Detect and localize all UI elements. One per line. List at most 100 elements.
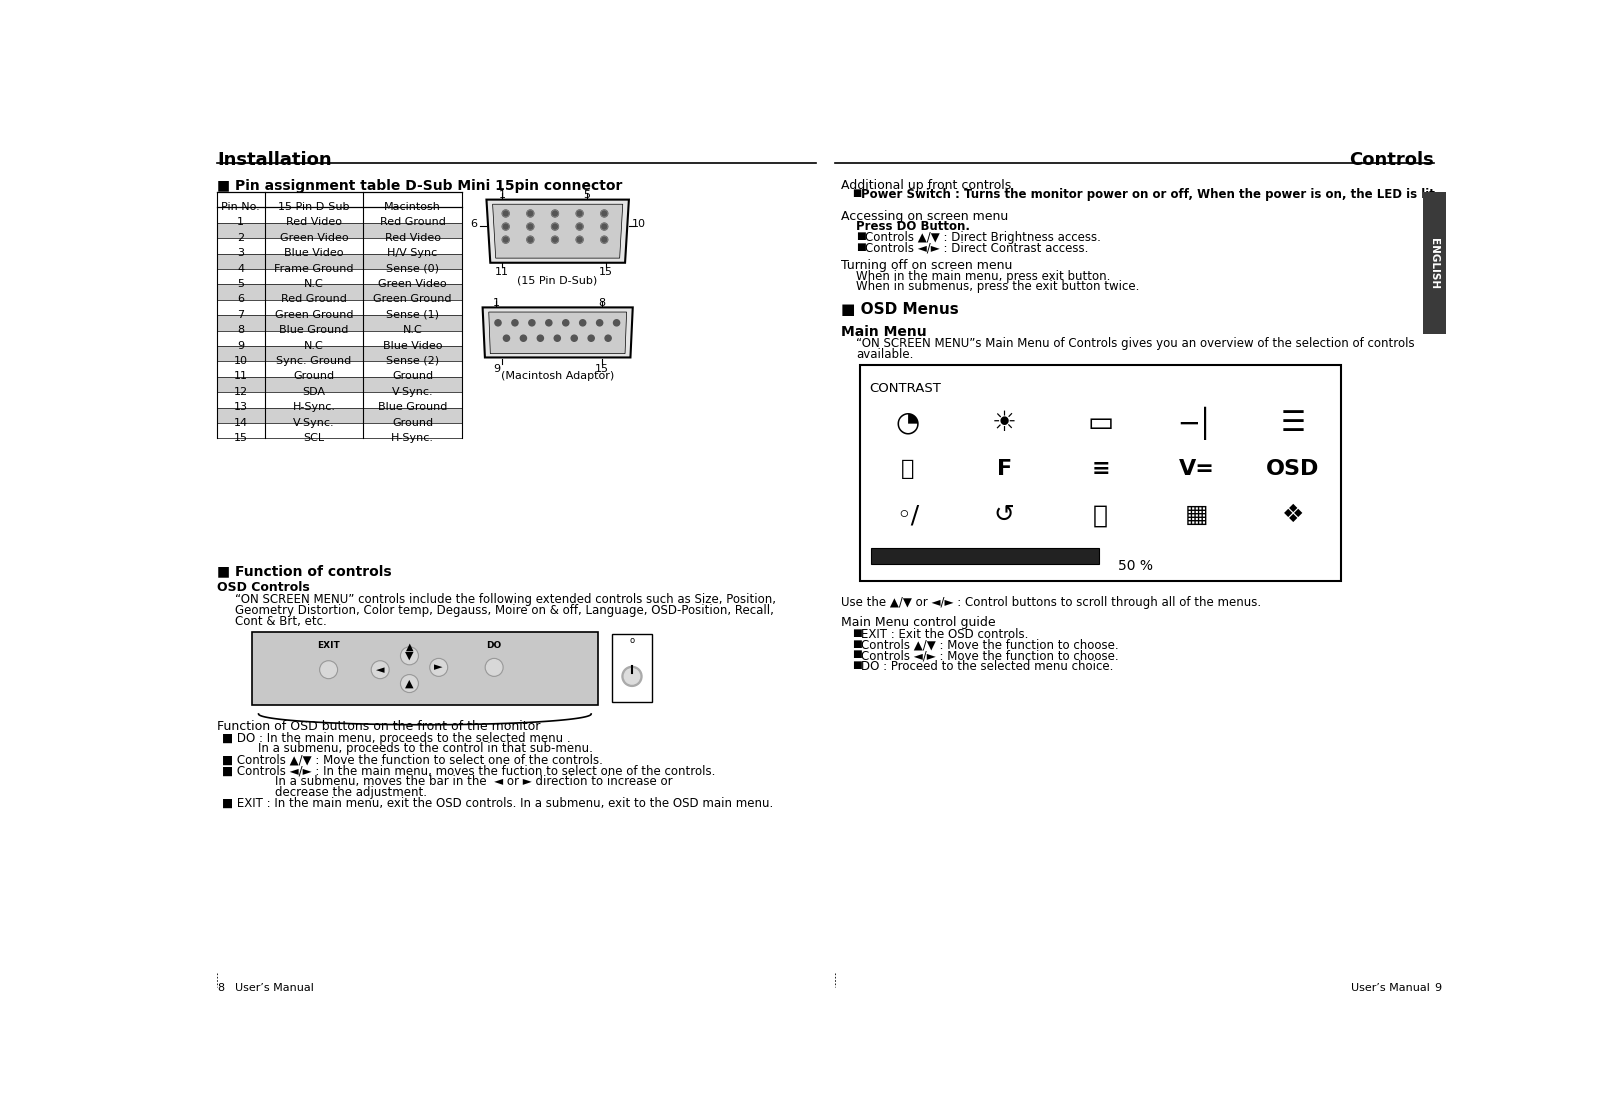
Text: decrease the adjustment.: decrease the adjustment. bbox=[275, 786, 427, 798]
Text: Function of OSD buttons on the front of the monitor: Function of OSD buttons on the front of … bbox=[217, 720, 540, 733]
Circle shape bbox=[401, 674, 419, 692]
Text: (15 Pin D-Sub): (15 Pin D-Sub) bbox=[517, 275, 598, 285]
Text: 1: 1 bbox=[237, 217, 245, 227]
Bar bbox=[1423, 192, 1447, 334]
Circle shape bbox=[321, 662, 337, 678]
Bar bbox=[217, 284, 462, 300]
Text: 9: 9 bbox=[237, 341, 245, 351]
Text: ⓘ: ⓘ bbox=[901, 459, 915, 480]
Text: Blue Ground: Blue Ground bbox=[279, 325, 348, 335]
Text: Green Video: Green Video bbox=[379, 278, 446, 288]
Bar bbox=[217, 345, 462, 361]
Text: 8: 8 bbox=[598, 299, 606, 309]
Text: Installation: Installation bbox=[217, 151, 332, 169]
Circle shape bbox=[577, 224, 583, 230]
Text: Green Video: Green Video bbox=[280, 233, 348, 243]
Text: Ground: Ground bbox=[293, 371, 335, 381]
Polygon shape bbox=[493, 205, 623, 258]
Text: ❖: ❖ bbox=[1282, 503, 1305, 528]
Circle shape bbox=[588, 335, 594, 341]
Text: 9: 9 bbox=[1434, 984, 1442, 994]
Polygon shape bbox=[483, 307, 633, 358]
Text: 13: 13 bbox=[234, 402, 248, 413]
Circle shape bbox=[614, 320, 620, 325]
Text: ►: ► bbox=[435, 662, 443, 672]
Text: V-Sync.: V-Sync. bbox=[293, 417, 335, 427]
Text: ■ DO : In the main menu, proceeds to the selected menu .: ■ DO : In the main menu, proceeds to the… bbox=[222, 731, 570, 745]
Circle shape bbox=[601, 210, 607, 217]
Circle shape bbox=[601, 236, 607, 243]
Text: 15 Pin D-Sub: 15 Pin D-Sub bbox=[279, 202, 350, 212]
Circle shape bbox=[495, 320, 501, 325]
Polygon shape bbox=[488, 312, 627, 353]
Text: ■: ■ bbox=[852, 650, 862, 660]
Text: (Macintosh Adaptor): (Macintosh Adaptor) bbox=[501, 371, 614, 381]
Text: N.C: N.C bbox=[304, 278, 324, 288]
Text: ■ Controls ◄/► : In the main menu, moves the fuction to select one of the contro: ■ Controls ◄/► : In the main menu, moves… bbox=[222, 764, 715, 777]
Text: DO: DO bbox=[487, 641, 501, 651]
Text: Press DO Button.: Press DO Button. bbox=[855, 220, 970, 234]
Text: OSD Controls: OSD Controls bbox=[217, 580, 309, 594]
Text: 14: 14 bbox=[234, 417, 248, 427]
Circle shape bbox=[401, 648, 417, 664]
Text: ▲: ▲ bbox=[406, 642, 412, 652]
Text: Blue Video: Blue Video bbox=[284, 248, 343, 258]
Circle shape bbox=[562, 320, 569, 325]
Bar bbox=[217, 315, 462, 331]
Text: Controls ▲/▼ : Direct Brightness access.: Controls ▲/▼ : Direct Brightness access. bbox=[865, 231, 1102, 244]
Text: H-Sync.: H-Sync. bbox=[293, 402, 335, 413]
Circle shape bbox=[577, 236, 583, 243]
Text: ■ Pin assignment table D-Sub Mini 15pin connector: ■ Pin assignment table D-Sub Mini 15pin … bbox=[217, 179, 622, 192]
Circle shape bbox=[401, 676, 417, 691]
Text: 11: 11 bbox=[495, 267, 509, 277]
Text: 1: 1 bbox=[498, 190, 506, 200]
Text: ☰: ☰ bbox=[1281, 409, 1305, 437]
Text: Pin No.: Pin No. bbox=[221, 202, 261, 212]
Bar bbox=[217, 377, 462, 392]
Text: ■ Controls ▲/▼ : Move the function to select one of the controls.: ■ Controls ▲/▼ : Move the function to se… bbox=[222, 754, 603, 766]
Text: 10: 10 bbox=[632, 219, 646, 229]
Circle shape bbox=[430, 659, 448, 676]
Text: EXIT: EXIT bbox=[317, 641, 340, 651]
Circle shape bbox=[554, 335, 561, 341]
Text: ⚿: ⚿ bbox=[1092, 503, 1108, 528]
Circle shape bbox=[485, 659, 503, 676]
Text: Red Video: Red Video bbox=[287, 217, 342, 227]
Text: ◦/: ◦/ bbox=[896, 503, 920, 528]
Circle shape bbox=[528, 320, 535, 325]
Text: Controls ◄/► : Move the function to choose.: Controls ◄/► : Move the function to choo… bbox=[862, 650, 1120, 662]
Circle shape bbox=[372, 662, 388, 678]
Text: 1: 1 bbox=[493, 299, 499, 309]
Text: o: o bbox=[630, 635, 635, 645]
Text: OSD: OSD bbox=[1266, 459, 1319, 480]
Text: N.C: N.C bbox=[403, 325, 422, 335]
Text: 15: 15 bbox=[234, 433, 248, 443]
Text: ■: ■ bbox=[852, 188, 862, 198]
Text: 5: 5 bbox=[237, 278, 245, 288]
Text: Green Ground: Green Ground bbox=[275, 310, 353, 320]
Circle shape bbox=[622, 666, 643, 686]
Text: SCL: SCL bbox=[303, 433, 324, 443]
Text: Sync. Ground: Sync. Ground bbox=[277, 356, 351, 366]
Text: ─│: ─│ bbox=[1179, 406, 1213, 439]
Text: H-Sync.: H-Sync. bbox=[391, 433, 433, 443]
Circle shape bbox=[577, 210, 583, 217]
Circle shape bbox=[527, 210, 533, 217]
Text: Power Switch : Turns the monitor power on or off, When the power is on, the LED : Power Switch : Turns the monitor power o… bbox=[862, 188, 1440, 201]
Circle shape bbox=[512, 320, 519, 325]
Text: ■: ■ bbox=[852, 638, 862, 648]
Circle shape bbox=[572, 335, 577, 341]
Text: Use the ▲/▼ or ◄/► : Control buttons to scroll through all of the menus.: Use the ▲/▼ or ◄/► : Control buttons to … bbox=[841, 596, 1261, 609]
Text: Ground: Ground bbox=[391, 371, 433, 381]
Text: 6: 6 bbox=[237, 294, 245, 304]
Text: ☀: ☀ bbox=[992, 409, 1017, 437]
Circle shape bbox=[401, 647, 419, 665]
Text: Accessing on screen menu: Accessing on screen menu bbox=[841, 209, 1008, 222]
Text: ▲: ▲ bbox=[406, 679, 414, 689]
Text: Main Menu control guide: Main Menu control guide bbox=[841, 616, 996, 629]
Text: Macintosh: Macintosh bbox=[383, 202, 441, 212]
Text: ■: ■ bbox=[852, 660, 862, 670]
Text: User’s Manual: User’s Manual bbox=[235, 984, 314, 994]
Circle shape bbox=[503, 210, 509, 217]
Text: Main Menu: Main Menu bbox=[841, 325, 926, 339]
